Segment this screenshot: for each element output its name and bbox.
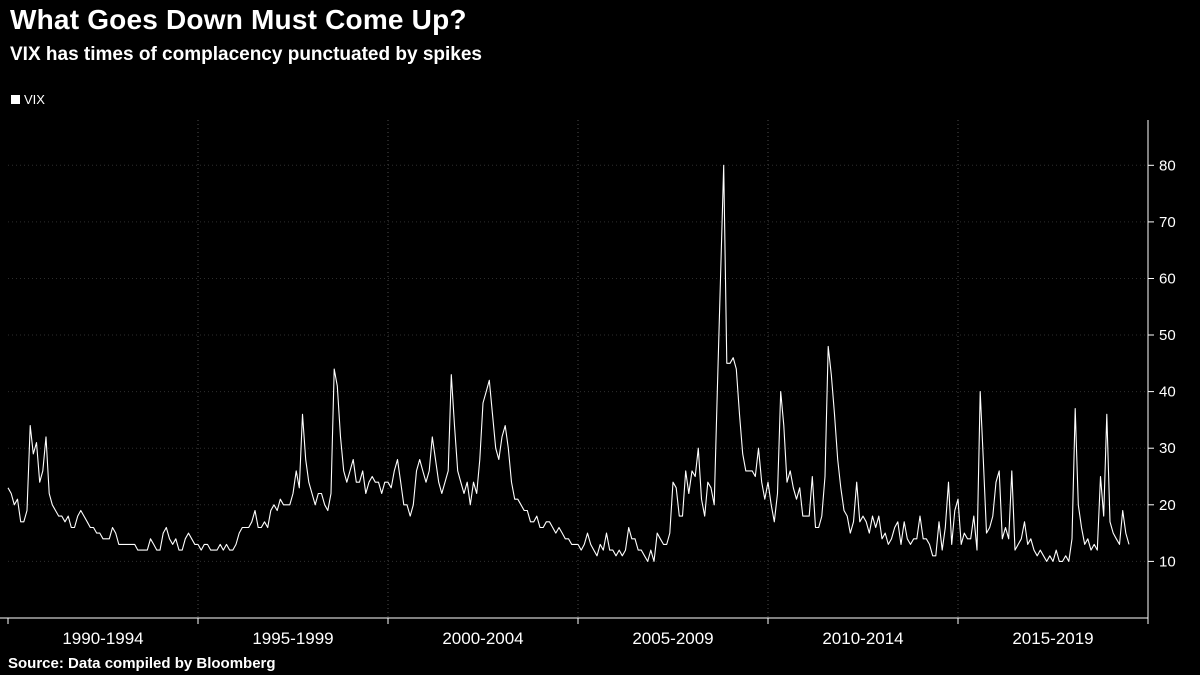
x-axis: 1990-1994 1995-1999 2000-2004 2005-2009 2010… [0, 617, 1149, 648]
legend-label: VIX [24, 92, 45, 107]
legend-swatch-icon [11, 95, 20, 104]
legend: VIX [11, 92, 45, 107]
y-axis-label: 40 [1159, 384, 1176, 401]
vix-line [7, 164, 1130, 562]
x-axis-label: 1990-1994 [62, 629, 143, 648]
x-axis-label: 2010-2014 [822, 629, 903, 648]
source-note: Source: Data compiled by Bloomberg [8, 655, 276, 672]
x-axis-label: 2015-2019 [1012, 629, 1093, 648]
v-gridlines [197, 120, 959, 618]
x-axis-label: 2005-2009 [632, 629, 713, 648]
vix-chart: 1990-1994 1995-1999 2000-2004 2005-2009 2010… [0, 120, 1176, 648]
page-subtitle: VIX has times of complacency punctuated … [10, 44, 482, 65]
y-axis-label: 10 [1159, 553, 1176, 570]
y-axis-label: 20 [1159, 497, 1176, 514]
page-title: What Goes Down Must Come Up? [10, 4, 467, 35]
x-axis-label: 2000-2004 [442, 629, 523, 648]
chart-area: 1990-1994 1995-1999 2000-2004 2005-2009 2010… [0, 110, 1200, 655]
y-axis-label: 70 [1159, 214, 1176, 231]
y-axis-label: 30 [1159, 440, 1176, 457]
x-axis-label: 1995-1999 [252, 629, 333, 648]
y-axis: 10 20 30 40 50 60 70 80 [1147, 120, 1176, 618]
y-axis-label: 80 [1159, 157, 1176, 174]
y-axis-label: 50 [1159, 327, 1176, 344]
y-axis-label: 60 [1159, 271, 1176, 288]
